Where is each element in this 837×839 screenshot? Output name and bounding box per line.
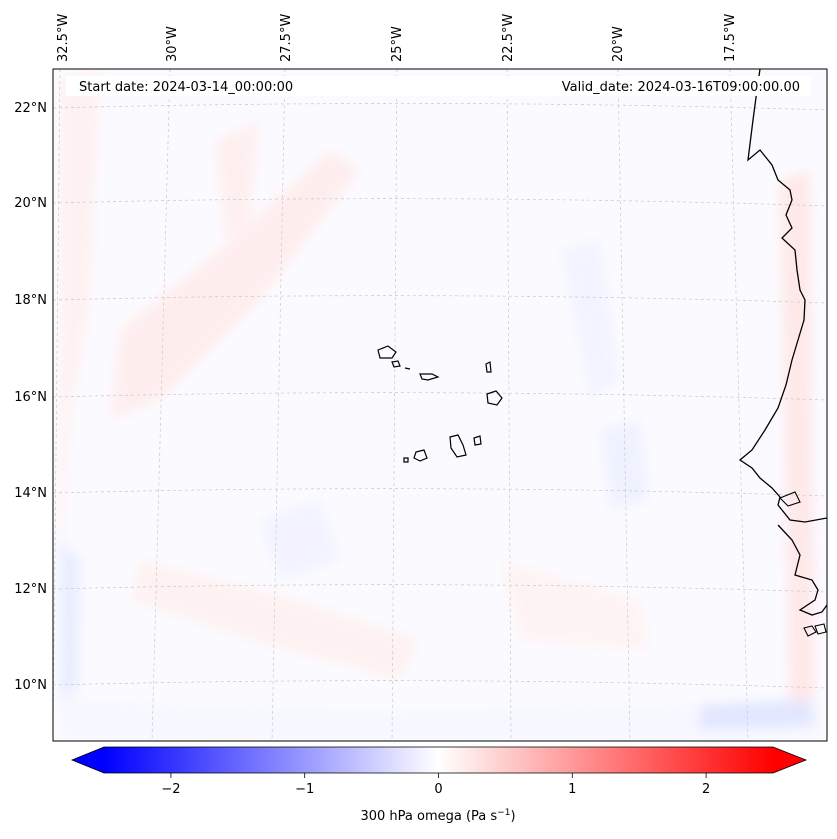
map-background — [53, 69, 827, 741]
africa-coastline — [738, 69, 827, 523]
start-date-label: Start date: 2024-03-14_00:00:00 — [79, 80, 293, 95]
colorbar-label: 300 hPa omega (Pa s−1) — [360, 808, 515, 824]
lat-label-20n: 20°N — [14, 196, 47, 211]
lon-label-27-5w: 27.5°W — [279, 14, 294, 62]
colorbar-tick-label: −2 — [161, 782, 180, 797]
colorbar-ticks: −2 −1 0 1 2 — [161, 773, 710, 797]
map-panel — [53, 69, 827, 741]
valid-date-label: Valid_date: 2024-03-16T09:00:00.00 — [562, 80, 800, 95]
lat-label-10n: 10°N — [14, 678, 47, 693]
colorbar-label-exponent: −1 — [497, 808, 510, 818]
lat-label-12n: 12°N — [14, 582, 47, 597]
colorbar-tick-label: 2 — [702, 782, 710, 797]
lon-label-30w: 30°W — [165, 26, 180, 62]
header-band — [66, 76, 811, 96]
lon-label-20w: 20°W — [611, 26, 626, 62]
lat-label-22n: 22°N — [14, 101, 47, 116]
latitude-labels: 22°N 20°N 18°N 16°N 14°N 12°N 10°N — [14, 101, 47, 693]
africa-coastline-south — [777, 524, 827, 616]
map-frame — [52, 68, 828, 742]
colorbar-tick-label: 0 — [434, 782, 442, 797]
lat-label-18n: 18°N — [14, 293, 47, 308]
gridlines — [53, 69, 827, 741]
bijagos-islands — [779, 491, 827, 637]
colorbar-gradient — [104, 747, 773, 773]
colorbar-extend-max — [773, 747, 806, 773]
colorbar-tick-label: 1 — [568, 782, 576, 797]
longitude-labels: 32.5°W 30°W 27.5°W 25°W 22.5°W 20°W 17.5… — [56, 14, 738, 62]
colorbar-extend-min — [72, 747, 104, 773]
lon-label-25w: 25°W — [390, 26, 405, 62]
lon-label-32-5w: 32.5°W — [56, 14, 71, 62]
lat-label-14n: 14°N — [14, 486, 47, 501]
lat-label-16n: 16°N — [14, 390, 47, 405]
colorbar-tick-label: −1 — [295, 782, 314, 797]
colorbar: −2 −1 0 1 2 300 hPa omega (Pa s−1) — [70, 746, 808, 824]
colorbar-outline — [70, 746, 808, 774]
cape-verde-islands — [377, 345, 503, 463]
lon-label-22-5w: 22.5°W — [501, 14, 516, 62]
lon-label-17-5w: 17.5°W — [723, 14, 738, 62]
